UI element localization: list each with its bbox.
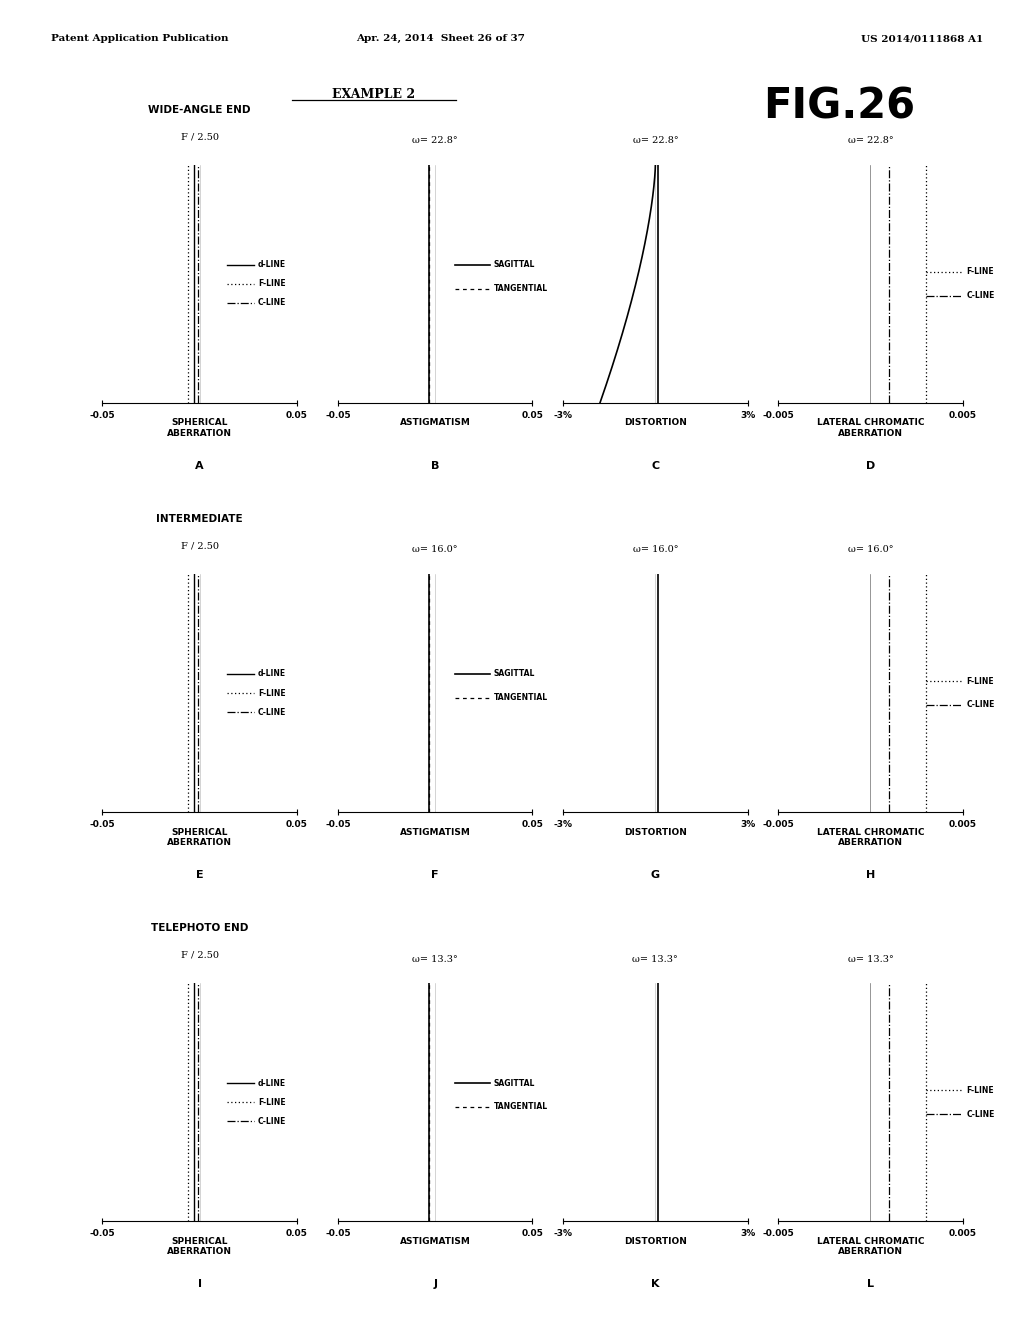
Text: F / 2.50: F / 2.50 xyxy=(180,541,219,550)
Text: ω= 22.8°: ω= 22.8° xyxy=(848,136,893,145)
Text: ω= 13.3°: ω= 13.3° xyxy=(413,954,458,964)
Text: ASTIGMATISM: ASTIGMATISM xyxy=(399,828,471,837)
Text: SAGITTAL: SAGITTAL xyxy=(494,1078,535,1088)
Text: ω= 16.0°: ω= 16.0° xyxy=(633,545,678,554)
Text: K: K xyxy=(651,1279,659,1290)
Text: F / 2.50: F / 2.50 xyxy=(180,950,219,960)
Text: E: E xyxy=(196,870,204,880)
Text: SPHERICAL
ABERRATION: SPHERICAL ABERRATION xyxy=(167,828,232,847)
Text: A: A xyxy=(196,461,204,471)
Text: INTERMEDIATE: INTERMEDIATE xyxy=(157,513,243,524)
Text: ω= 13.3°: ω= 13.3° xyxy=(633,954,678,964)
Text: C-LINE: C-LINE xyxy=(258,708,287,717)
Text: SPHERICAL
ABERRATION: SPHERICAL ABERRATION xyxy=(167,418,232,438)
Text: DISTORTION: DISTORTION xyxy=(624,418,687,428)
Text: C-LINE: C-LINE xyxy=(967,292,994,300)
Text: L: L xyxy=(867,1279,873,1290)
Text: FIG.26: FIG.26 xyxy=(764,86,915,128)
Text: D: D xyxy=(865,461,876,471)
Text: Patent Application Publication: Patent Application Publication xyxy=(51,34,228,44)
Text: SAGITTAL: SAGITTAL xyxy=(494,669,535,678)
Text: TANGENTIAL: TANGENTIAL xyxy=(494,1102,548,1111)
Text: B: B xyxy=(431,461,439,471)
Text: WIDE-ANGLE END: WIDE-ANGLE END xyxy=(148,104,251,115)
Text: J: J xyxy=(433,1279,437,1290)
Text: ASTIGMATISM: ASTIGMATISM xyxy=(399,418,471,428)
Text: SAGITTAL: SAGITTAL xyxy=(494,260,535,269)
Text: H: H xyxy=(865,870,876,880)
Text: Apr. 24, 2014  Sheet 26 of 37: Apr. 24, 2014 Sheet 26 of 37 xyxy=(356,34,524,44)
Text: C-LINE: C-LINE xyxy=(258,1117,287,1126)
Text: ASTIGMATISM: ASTIGMATISM xyxy=(399,1237,471,1246)
Text: EXAMPLE 2: EXAMPLE 2 xyxy=(332,88,416,102)
Text: F-LINE: F-LINE xyxy=(967,268,994,276)
Text: C-LINE: C-LINE xyxy=(258,298,287,308)
Text: LATERAL CHROMATIC
ABERRATION: LATERAL CHROMATIC ABERRATION xyxy=(817,1237,924,1257)
Text: ω= 13.3°: ω= 13.3° xyxy=(848,954,893,964)
Text: US 2014/0111868 A1: US 2014/0111868 A1 xyxy=(861,34,983,44)
Text: ω= 16.0°: ω= 16.0° xyxy=(848,545,893,554)
Text: d-LINE: d-LINE xyxy=(258,260,286,269)
Text: ω= 22.8°: ω= 22.8° xyxy=(633,136,678,145)
Text: ω= 22.8°: ω= 22.8° xyxy=(413,136,458,145)
Text: F / 2.50: F / 2.50 xyxy=(180,132,219,141)
Text: F-LINE: F-LINE xyxy=(258,1098,286,1106)
Text: LATERAL CHROMATIC
ABERRATION: LATERAL CHROMATIC ABERRATION xyxy=(817,828,924,847)
Text: F-LINE: F-LINE xyxy=(967,677,994,685)
Text: d-LINE: d-LINE xyxy=(258,1078,286,1088)
Text: TANGENTIAL: TANGENTIAL xyxy=(494,693,548,702)
Text: DISTORTION: DISTORTION xyxy=(624,828,687,837)
Text: TANGENTIAL: TANGENTIAL xyxy=(494,284,548,293)
Text: DISTORTION: DISTORTION xyxy=(624,1237,687,1246)
Text: LATERAL CHROMATIC
ABERRATION: LATERAL CHROMATIC ABERRATION xyxy=(817,418,924,438)
Text: I: I xyxy=(198,1279,202,1290)
Text: C: C xyxy=(651,461,659,471)
Text: G: G xyxy=(651,870,659,880)
Text: d-LINE: d-LINE xyxy=(258,669,286,678)
Text: SPHERICAL
ABERRATION: SPHERICAL ABERRATION xyxy=(167,1237,232,1257)
Text: TELEPHOTO END: TELEPHOTO END xyxy=(151,923,249,933)
Text: ω= 16.0°: ω= 16.0° xyxy=(413,545,458,554)
Text: F-LINE: F-LINE xyxy=(258,689,286,697)
Text: F: F xyxy=(431,870,439,880)
Text: C-LINE: C-LINE xyxy=(967,701,994,709)
Text: F-LINE: F-LINE xyxy=(258,280,286,288)
Text: C-LINE: C-LINE xyxy=(967,1110,994,1118)
Text: F-LINE: F-LINE xyxy=(967,1086,994,1094)
